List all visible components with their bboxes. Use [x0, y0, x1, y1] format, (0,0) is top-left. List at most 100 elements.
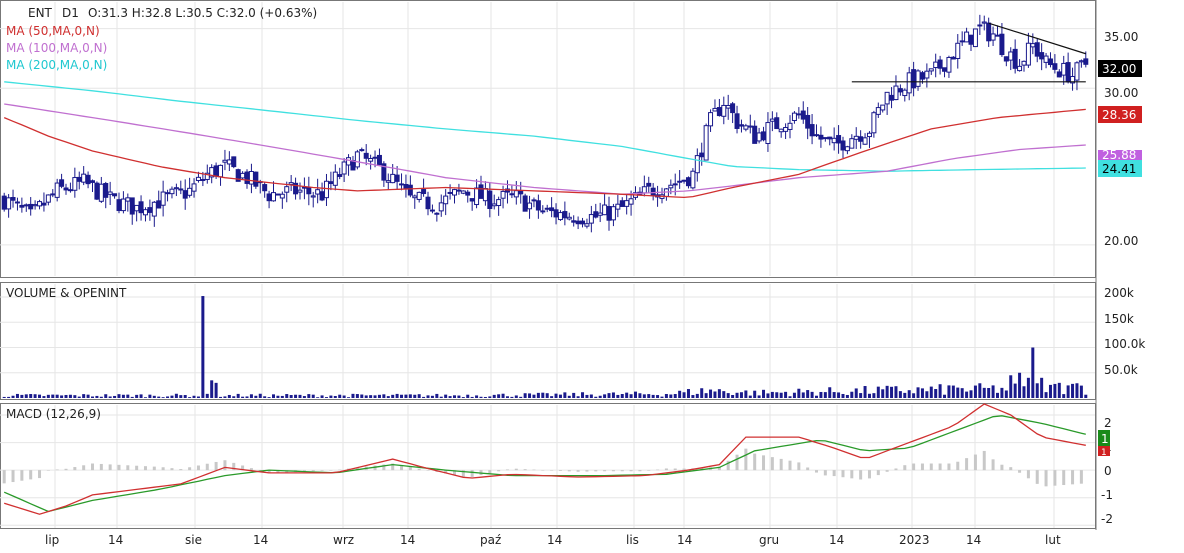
volume-bar [355, 394, 359, 398]
candle-body [774, 117, 780, 130]
volume-bar [1013, 383, 1017, 398]
candle-body [690, 170, 696, 189]
candle-body [535, 200, 541, 211]
candle-body [1047, 58, 1053, 66]
candle-body [791, 112, 797, 122]
candle-body [293, 182, 299, 195]
volume-bar [581, 392, 585, 398]
candle-body [862, 137, 868, 145]
candle-body [156, 200, 162, 209]
candle-body [456, 189, 462, 192]
candle-body [90, 180, 95, 183]
volume-bar [620, 394, 624, 398]
candle-body [513, 190, 519, 198]
macd-histogram-bar [850, 470, 854, 479]
volume-bar [545, 393, 549, 398]
candle-body [59, 179, 65, 187]
macd-histogram-bar [894, 468, 898, 471]
x-label-lis: lis [626, 533, 639, 547]
macd-histogram-bar [417, 468, 421, 471]
volume-panel[interactable] [2, 296, 1088, 398]
macd-histogram-bar [991, 459, 995, 471]
candle-body [1061, 62, 1067, 76]
volume-bar [475, 395, 479, 398]
candle-body [262, 184, 268, 192]
candle-body [844, 146, 850, 152]
macd-histogram-bar [470, 470, 474, 477]
candle-body [376, 154, 382, 166]
macd-histogram-bar [797, 462, 801, 471]
volume-bar [1084, 394, 1088, 398]
candle-body [858, 136, 864, 142]
candle-body [399, 183, 405, 186]
candle-body [363, 152, 369, 159]
volume-bar [532, 394, 536, 398]
candle-body [588, 214, 594, 224]
candle-body [831, 137, 837, 144]
volume-bar [254, 395, 258, 398]
candle-body [836, 135, 842, 144]
macd-histogram-bar [982, 450, 986, 471]
candle-body [478, 184, 484, 199]
x-label-sie: sie [185, 533, 202, 547]
candle-body [182, 190, 188, 199]
volume-bar [978, 383, 982, 398]
macd-histogram-bar [205, 463, 209, 471]
volume-bar [104, 394, 108, 398]
volume-bar [501, 393, 505, 398]
candle-body [1012, 48, 1018, 69]
price-panel[interactable] [1, 14, 1089, 233]
signal-badge-bg [1098, 446, 1110, 456]
volume-bar [505, 396, 509, 398]
volume-bar [1031, 347, 1035, 398]
volume-bar [91, 396, 94, 398]
volume-bar [748, 395, 752, 398]
candle-body [134, 204, 140, 212]
macd-histogram-bar [1079, 470, 1083, 484]
volume-bar [996, 392, 999, 398]
volume-bar [894, 386, 898, 398]
volume-bar [351, 393, 355, 398]
candle-body [619, 200, 625, 207]
macd-panel[interactable] [2, 403, 1086, 515]
candle-body [323, 180, 329, 199]
volume-bar [338, 394, 342, 398]
volume-bar [117, 394, 121, 398]
candle-body [571, 220, 577, 223]
volume-bar [152, 395, 156, 398]
volume-bar [965, 391, 969, 398]
volume-bar [497, 394, 501, 398]
candle-body [460, 190, 466, 194]
macd-histogram-bar [11, 470, 15, 483]
x-label-14d: 14 [547, 533, 562, 547]
volume-bar [625, 392, 629, 398]
macd-histogram-bar [576, 470, 580, 472]
candle-body [72, 177, 78, 191]
volume-bar [1048, 384, 1052, 398]
volume-bar [347, 397, 351, 398]
volume-bar [678, 390, 682, 398]
candle-body [482, 188, 488, 202]
candle-body [231, 156, 237, 168]
volume-bar [695, 393, 699, 398]
candle-body [85, 174, 91, 185]
candle-body [443, 195, 449, 205]
candle-body [721, 104, 727, 117]
x-label-14b: 14 [253, 533, 268, 547]
candle-body [284, 186, 290, 193]
volume-bar [823, 392, 827, 398]
macd-histogram-bar [585, 470, 589, 472]
candle-body [756, 132, 762, 142]
volume-bar [916, 387, 920, 398]
volume-bar [788, 396, 792, 398]
volume-bar [1079, 385, 1083, 398]
candle-body [602, 204, 608, 216]
candle-body [1074, 62, 1080, 81]
candle-body [946, 56, 952, 73]
candle-body [200, 179, 206, 182]
ma50-badge-text: 28.36 [1102, 108, 1136, 122]
volume-bar [205, 393, 209, 398]
x-label-paz: paź [480, 533, 501, 547]
volume-bar [801, 392, 805, 398]
candle-body [818, 134, 824, 140]
